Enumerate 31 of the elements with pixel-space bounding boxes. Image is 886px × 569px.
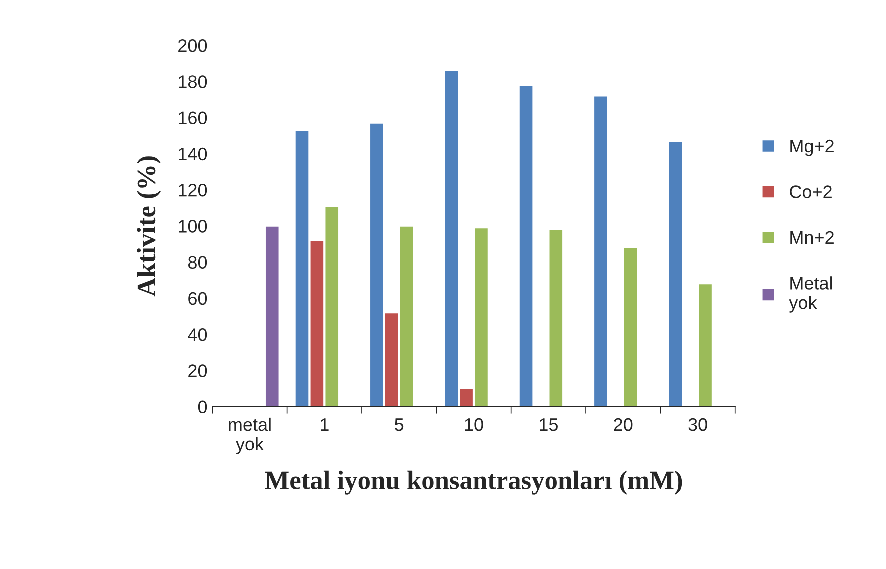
y-tick-label: 0 (198, 400, 208, 414)
bar (698, 283, 714, 407)
y-tick-label: 140 (179, 148, 208, 161)
bar (668, 140, 684, 407)
bar (518, 84, 534, 407)
y-tick-label: 120 (179, 184, 208, 197)
legend-label: Metal yok (789, 276, 832, 313)
y-axis-title: Aktivite (%) (137, 156, 161, 297)
y-tick-label: 20 (188, 364, 208, 378)
x-tick-label: 10 (465, 418, 484, 432)
bar (623, 247, 639, 407)
bar (264, 225, 280, 407)
x-tick-label: 1 (321, 418, 329, 432)
y-tick-label: 200 (178, 39, 208, 52)
x-tick-label: 20 (614, 418, 633, 432)
y-tick-label: 80 (188, 256, 208, 270)
bar (548, 229, 564, 407)
x-tick-label: metal yok (229, 418, 271, 454)
y-tick-label: 100 (179, 220, 208, 233)
x-tick-label: 15 (540, 418, 558, 432)
y-tick-label: 160 (179, 112, 208, 125)
legend-label: Mg+2 (790, 140, 834, 156)
legend-label: Mn+2 (790, 231, 834, 244)
x-axis-title: Metal iyonu konsantrasyonları (mM) (265, 470, 682, 495)
x-tick-label: 30 (688, 418, 708, 432)
bar (593, 95, 609, 407)
y-tick-label: 180 (179, 76, 208, 88)
y-tick-label: 40 (188, 328, 208, 342)
y-tick-label: 60 (188, 292, 208, 306)
x-tick-label: 5 (395, 418, 404, 432)
legend-label: Co+2 (790, 186, 832, 198)
